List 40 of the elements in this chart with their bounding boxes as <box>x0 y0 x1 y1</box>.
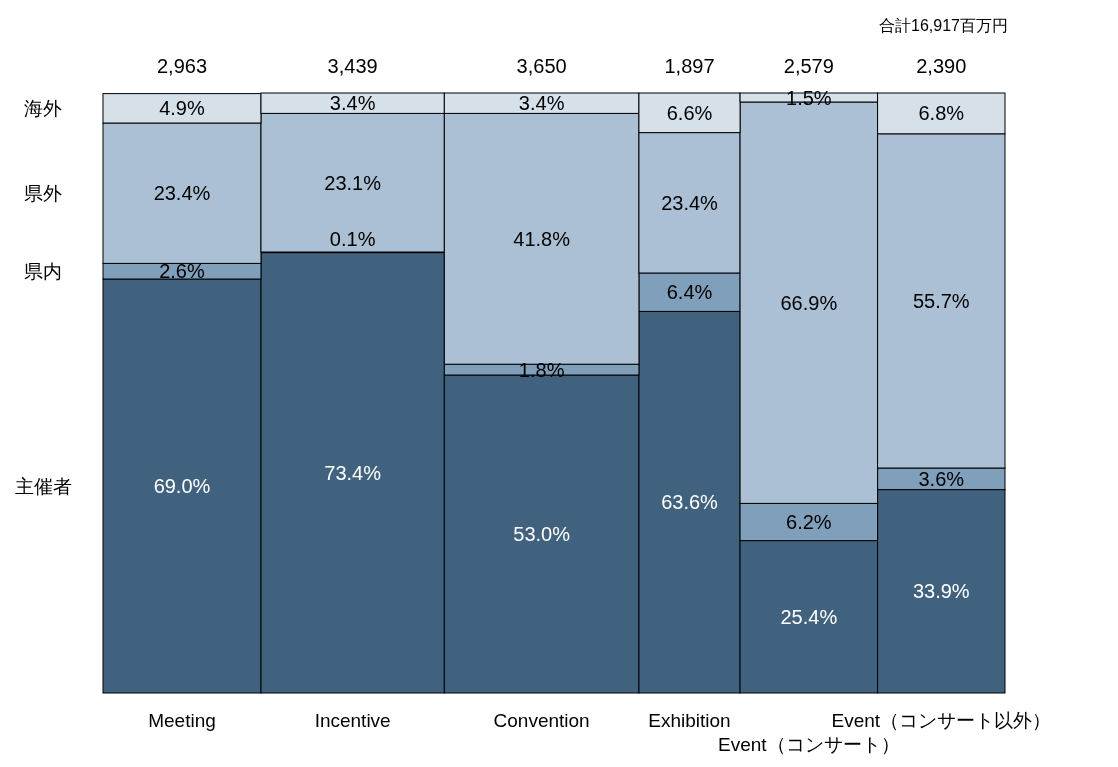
data-label: 6.4% <box>666 281 713 304</box>
data-label: 3.4% <box>329 92 376 115</box>
x-tick-label: Event（コンサート） <box>718 734 900 755</box>
text: 1,897 <box>664 55 715 77</box>
data-label: 23.4% <box>661 191 719 214</box>
data-label: 53.0% <box>513 523 571 545</box>
data-label: 73.4% <box>324 461 382 484</box>
text: 海外 <box>24 97 62 119</box>
text: 県内 <box>24 260 62 282</box>
data-label: 66.9% <box>780 291 838 314</box>
data-label: 0.1% <box>329 228 376 251</box>
text: 県外 <box>24 182 62 204</box>
series-label: 主催者 <box>14 475 72 497</box>
data-label: 23.1% <box>324 171 382 194</box>
x-tick-label: Convention <box>493 710 590 731</box>
data-label: 6.2% <box>786 511 832 533</box>
x-tick-label: Exhibition <box>648 710 731 731</box>
data-label: 6.8% <box>918 102 965 125</box>
text: 合計16,917百万円 <box>879 16 1008 36</box>
x-tick-label: Incentive <box>314 710 391 731</box>
x-tick-label: Event（コンサート以外） <box>831 710 1052 731</box>
data-label: 33.9% <box>912 580 970 603</box>
text: 3,439 <box>327 55 378 77</box>
data-label: 25.4% <box>780 605 838 628</box>
text: 3,650 <box>516 55 567 77</box>
data-label: 3.4% <box>518 92 565 115</box>
data-label: 3.6% <box>918 467 965 490</box>
data-label: 1.8% <box>518 358 565 381</box>
data-label: 23.4% <box>153 182 211 205</box>
data-label: 41.8% <box>513 227 571 250</box>
text: 2,579 <box>783 55 834 77</box>
data-label: 55.7% <box>912 289 970 312</box>
text: 2,390 <box>916 55 967 77</box>
x-tick-label: Meeting <box>148 710 216 731</box>
text: 2,963 <box>156 55 208 77</box>
data-label: 4.9% <box>159 97 205 120</box>
data-label: 6.6% <box>666 101 713 124</box>
data-label: 69.0% <box>153 475 211 497</box>
data-label: 2.6% <box>159 260 205 283</box>
data-label: 63.6% <box>661 491 719 514</box>
